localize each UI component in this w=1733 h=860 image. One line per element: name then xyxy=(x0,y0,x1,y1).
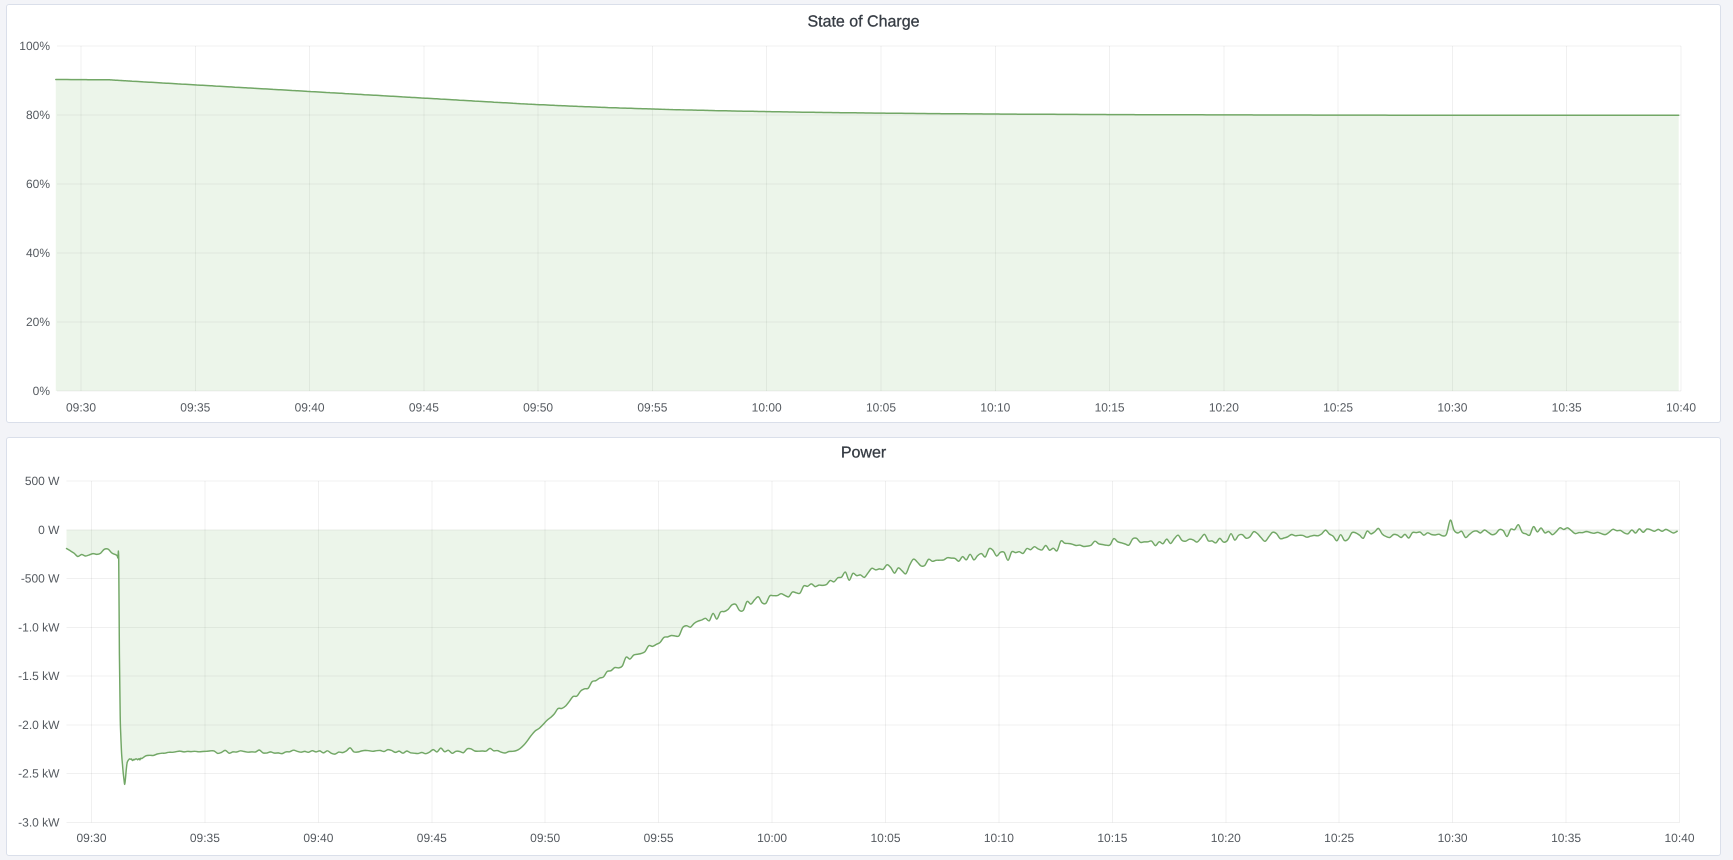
svg-text:10:35: 10:35 xyxy=(1552,401,1582,415)
svg-text:20%: 20% xyxy=(26,315,50,329)
svg-text:100%: 100% xyxy=(19,39,50,53)
svg-text:09:55: 09:55 xyxy=(644,831,674,845)
svg-text:10:15: 10:15 xyxy=(1097,831,1127,845)
svg-text:10:30: 10:30 xyxy=(1437,401,1467,415)
svg-text:10:30: 10:30 xyxy=(1438,831,1468,845)
svg-text:-3.0 kW: -3.0 kW xyxy=(18,816,60,830)
svg-text:09:30: 09:30 xyxy=(66,401,96,415)
svg-text:09:50: 09:50 xyxy=(530,831,560,845)
svg-text:-1.0 kW: -1.0 kW xyxy=(18,621,60,635)
svg-text:Power: Power xyxy=(841,445,887,462)
svg-text:10:15: 10:15 xyxy=(1095,401,1125,415)
svg-text:10:05: 10:05 xyxy=(870,831,900,845)
svg-text:10:40: 10:40 xyxy=(1666,401,1696,415)
svg-text:10:35: 10:35 xyxy=(1551,831,1581,845)
svg-text:10:00: 10:00 xyxy=(757,831,787,845)
svg-text:09:45: 09:45 xyxy=(417,831,447,845)
svg-text:40%: 40% xyxy=(26,246,50,260)
svg-text:State of Charge: State of Charge xyxy=(807,14,919,31)
svg-text:500 W: 500 W xyxy=(25,474,60,488)
svg-text:0 W: 0 W xyxy=(38,523,60,537)
svg-text:09:35: 09:35 xyxy=(190,831,220,845)
svg-text:10:20: 10:20 xyxy=(1209,401,1239,415)
svg-text:10:25: 10:25 xyxy=(1323,401,1353,415)
svg-text:09:35: 09:35 xyxy=(180,401,210,415)
svg-text:-2.5 kW: -2.5 kW xyxy=(18,767,60,781)
svg-text:10:10: 10:10 xyxy=(984,831,1014,845)
svg-text:-1.5 kW: -1.5 kW xyxy=(18,669,60,683)
svg-text:80%: 80% xyxy=(26,108,50,122)
svg-text:10:25: 10:25 xyxy=(1324,831,1354,845)
svg-text:09:50: 09:50 xyxy=(523,401,553,415)
svg-text:09:30: 09:30 xyxy=(76,831,106,845)
svg-text:10:20: 10:20 xyxy=(1211,831,1241,845)
svg-text:09:40: 09:40 xyxy=(295,401,325,415)
svg-text:09:45: 09:45 xyxy=(409,401,439,415)
svg-text:10:05: 10:05 xyxy=(866,401,896,415)
svg-text:60%: 60% xyxy=(26,177,50,191)
svg-text:0%: 0% xyxy=(33,384,51,398)
svg-text:-2.0 kW: -2.0 kW xyxy=(18,718,60,732)
svg-text:10:00: 10:00 xyxy=(752,401,782,415)
svg-text:-500 W: -500 W xyxy=(21,572,60,586)
svg-text:10:40: 10:40 xyxy=(1664,831,1694,845)
svg-text:10:10: 10:10 xyxy=(980,401,1010,415)
svg-text:09:55: 09:55 xyxy=(637,401,667,415)
svg-text:09:40: 09:40 xyxy=(303,831,333,845)
